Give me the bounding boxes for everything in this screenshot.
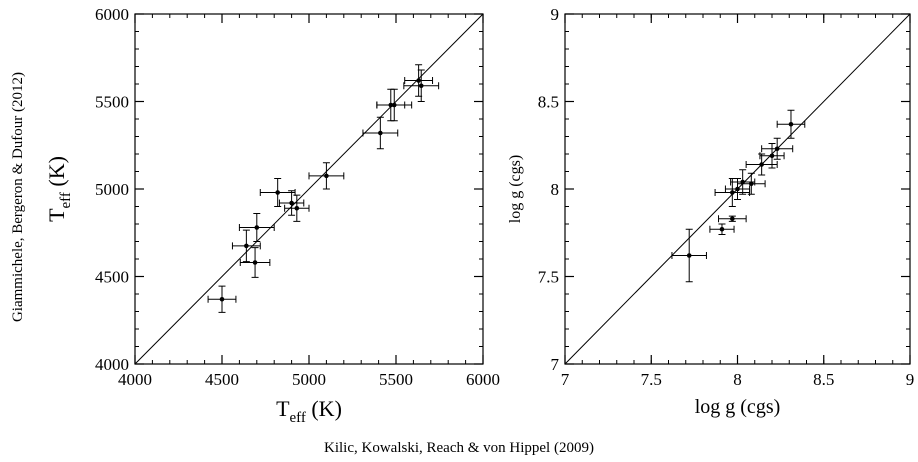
point-marker <box>391 102 397 108</box>
point-marker <box>774 146 780 152</box>
point-marker <box>730 216 735 222</box>
x-tick-label: 6000 <box>466 370 500 389</box>
point-marker <box>749 181 754 187</box>
data-point <box>362 116 399 150</box>
y-tick-label: 4500 <box>95 268 129 287</box>
x-tick-label: 8.5 <box>813 370 834 389</box>
x-tick-label: 7.5 <box>641 370 662 389</box>
point-marker <box>416 78 421 83</box>
point-marker <box>289 200 294 206</box>
data-point <box>776 109 806 139</box>
shared-x-label: Kilic, Kowalski, Reach & von Hippel (200… <box>324 440 594 456</box>
point-marker <box>252 260 258 265</box>
shared-y-label: Giammichele, Bergeron & Dufour (2012) <box>10 72 26 322</box>
point-marker <box>719 226 725 232</box>
data-point <box>278 190 305 216</box>
x-axis-label: Teff (K) <box>276 396 342 426</box>
x-tick-label: 5000 <box>292 370 326 389</box>
point-marker <box>244 243 249 249</box>
data-point <box>761 137 794 160</box>
point-marker <box>730 190 735 195</box>
reference-line <box>134 13 484 365</box>
y-tick-label: 5500 <box>95 93 129 112</box>
data-point <box>737 172 766 195</box>
data-point <box>403 69 440 102</box>
y-tick-label: 6000 <box>95 5 129 24</box>
point-marker <box>769 153 775 159</box>
point-marker <box>294 205 300 211</box>
data-point <box>231 229 261 263</box>
point-marker <box>219 296 225 302</box>
x-tick-label: 4500 <box>205 370 239 389</box>
y-tick-label: 9 <box>551 5 560 24</box>
y-tick-label: 8 <box>551 180 560 199</box>
point-marker <box>378 130 383 136</box>
data-point <box>376 88 413 122</box>
data-point <box>404 64 434 97</box>
x-tick-label: 4000 <box>118 370 152 389</box>
data-point <box>284 194 310 222</box>
point-marker <box>324 173 329 179</box>
point-marker <box>740 179 745 185</box>
data-point <box>308 162 345 190</box>
y-axis-label: Teff (K) <box>44 156 74 222</box>
point-marker <box>275 190 280 195</box>
panel-right: 7 7.5 8 8.5 9 7 7.5 8 8.5 9 log g (cgs) log g (cgs) <box>507 5 914 418</box>
x-tick-label: 7 <box>561 370 570 389</box>
panel-left: 4000 4500 5000 5500 6000 4000 4500 5000 5500 6000… <box>44 5 500 426</box>
data-point <box>671 228 707 283</box>
point-marker <box>759 162 764 167</box>
data-point <box>718 215 747 223</box>
x-tick-label: 9 <box>906 370 915 389</box>
data-point <box>239 247 271 278</box>
y-tick-label: 5000 <box>95 180 129 199</box>
x-tick-label: 5500 <box>379 370 413 389</box>
data-point <box>238 213 275 242</box>
x-axis-label: log g (cgs) <box>695 396 781 418</box>
data-point <box>207 285 237 313</box>
y-axis-label: log g (cgs) <box>507 155 524 223</box>
point-marker <box>254 225 260 230</box>
y-tick-label: 4000 <box>95 355 129 374</box>
y-tick-label: 7.5 <box>538 268 559 287</box>
y-tick-label: 7 <box>551 355 560 374</box>
x-tick-label: 8 <box>733 370 742 389</box>
y-tick-label: 8.5 <box>538 93 559 112</box>
data-point <box>709 223 735 235</box>
point-marker <box>788 121 794 127</box>
point-marker <box>418 83 424 89</box>
point-marker <box>686 253 692 258</box>
point-marker <box>735 186 740 192</box>
data-point <box>759 143 785 169</box>
